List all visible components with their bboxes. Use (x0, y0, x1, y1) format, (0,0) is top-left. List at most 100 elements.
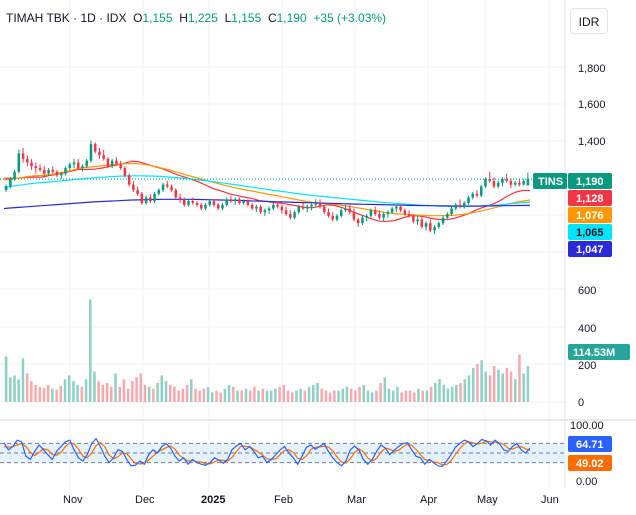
stoch-k-tag-bg (568, 436, 612, 452)
candle-body (522, 180, 525, 185)
candle-body (149, 197, 152, 202)
volume-bar (438, 379, 441, 402)
volume-bar (206, 386, 210, 402)
volume-bar (261, 388, 265, 402)
volume-bar (59, 385, 63, 402)
candle-body (119, 164, 122, 169)
candle-body (89, 144, 93, 161)
volume-bar (211, 392, 214, 402)
volume-bar (63, 379, 67, 402)
volume-bar (476, 364, 479, 402)
volume-bar (492, 365, 496, 402)
volume-bar (358, 386, 361, 402)
volume-bar (354, 390, 357, 402)
time-axis[interactable]: Nov Dec 2025 Feb Mar Apr May Jun (63, 494, 559, 506)
volume-bar (434, 383, 437, 402)
volume-bar (118, 386, 121, 402)
volume-bar (265, 390, 269, 402)
volume-bar (9, 377, 12, 402)
candle-body (106, 158, 110, 167)
candle-body (301, 206, 305, 209)
stoch-k-line (3, 437, 531, 468)
candle-body (102, 155, 105, 159)
candle-body (484, 179, 487, 187)
volume-bar (248, 390, 252, 402)
candle-body (272, 204, 275, 209)
candle-body (208, 201, 212, 205)
candle-body (344, 208, 347, 211)
volume-bar (177, 390, 180, 402)
time-tick: Nov (63, 494, 83, 506)
volume-bar (345, 386, 349, 402)
price-axis[interactable]: 1,800 1,600 1,400 600 400 200 0 100.00 0… (570, 63, 606, 488)
candle-body (93, 144, 97, 152)
volume-bar (135, 377, 138, 402)
volume-bar (105, 383, 109, 402)
stochastic-lines (3, 437, 531, 468)
volume-bar (181, 388, 185, 402)
candle-body (221, 204, 224, 209)
volume-bar (76, 384, 79, 402)
volume-bar (290, 392, 294, 402)
candle-body (21, 153, 25, 159)
candle-body (132, 184, 135, 191)
volume-bar (173, 386, 176, 402)
candle-body (51, 169, 55, 172)
price-tick: 1,400 (578, 136, 606, 148)
candle-body (259, 206, 262, 213)
symbol-tag: TINS (538, 176, 563, 188)
candle-body (26, 158, 29, 163)
candle-body (479, 186, 483, 196)
candle-body (373, 210, 377, 214)
volume-tag-bg (568, 344, 630, 360)
candle-body (34, 166, 38, 169)
candle-body (437, 223, 441, 227)
volume-bar (366, 390, 370, 402)
candle-body (170, 186, 173, 191)
candle-body (369, 210, 373, 216)
volume-bar (429, 386, 433, 402)
candle-body (68, 164, 72, 169)
symbol-title[interactable]: TIMAH TBK · 1D · IDX (6, 11, 127, 25)
candle-body (339, 210, 343, 216)
candle-body (55, 171, 59, 176)
time-tick: Dec (135, 494, 155, 506)
candle-body (293, 212, 296, 218)
candle-body (4, 186, 8, 191)
candle-body (318, 202, 322, 207)
candle-body (471, 193, 475, 198)
volume-bar (501, 373, 504, 402)
volume-bar (21, 358, 25, 402)
currency-button[interactable]: IDR (570, 8, 608, 34)
candle-body (335, 215, 339, 220)
volume-bar (286, 390, 290, 402)
candle-body (407, 214, 411, 216)
high-label: H (179, 11, 188, 25)
candle-body (38, 168, 42, 170)
candle-body (242, 201, 245, 203)
volume-bar (34, 384, 37, 402)
candle-body (356, 219, 360, 224)
volume-bar (282, 384, 286, 402)
price-tag-ma-slow: 1,065 (576, 227, 604, 239)
volume-bars (4, 299, 530, 402)
volume-bar (164, 381, 168, 402)
volume-bar (442, 384, 445, 402)
candle-body (454, 204, 458, 209)
candle-body (204, 204, 207, 209)
candle-body (178, 197, 182, 200)
change-value: +35 (+3.03%) (313, 11, 387, 25)
candle-body (191, 201, 195, 203)
volume-bar (408, 390, 412, 402)
volume-bar (471, 367, 475, 402)
volume-bar (421, 390, 424, 402)
price-tag-ma-mid: 1,076 (576, 210, 604, 222)
volume-bar (324, 390, 328, 402)
open-value: 1,155 (142, 11, 173, 25)
price-tag-ma-fast: 1,128 (576, 193, 604, 205)
price-tag-close: 1,190 (576, 176, 604, 188)
candle-body (467, 197, 470, 203)
volume-bar (459, 383, 462, 402)
volume-bar (328, 392, 332, 402)
